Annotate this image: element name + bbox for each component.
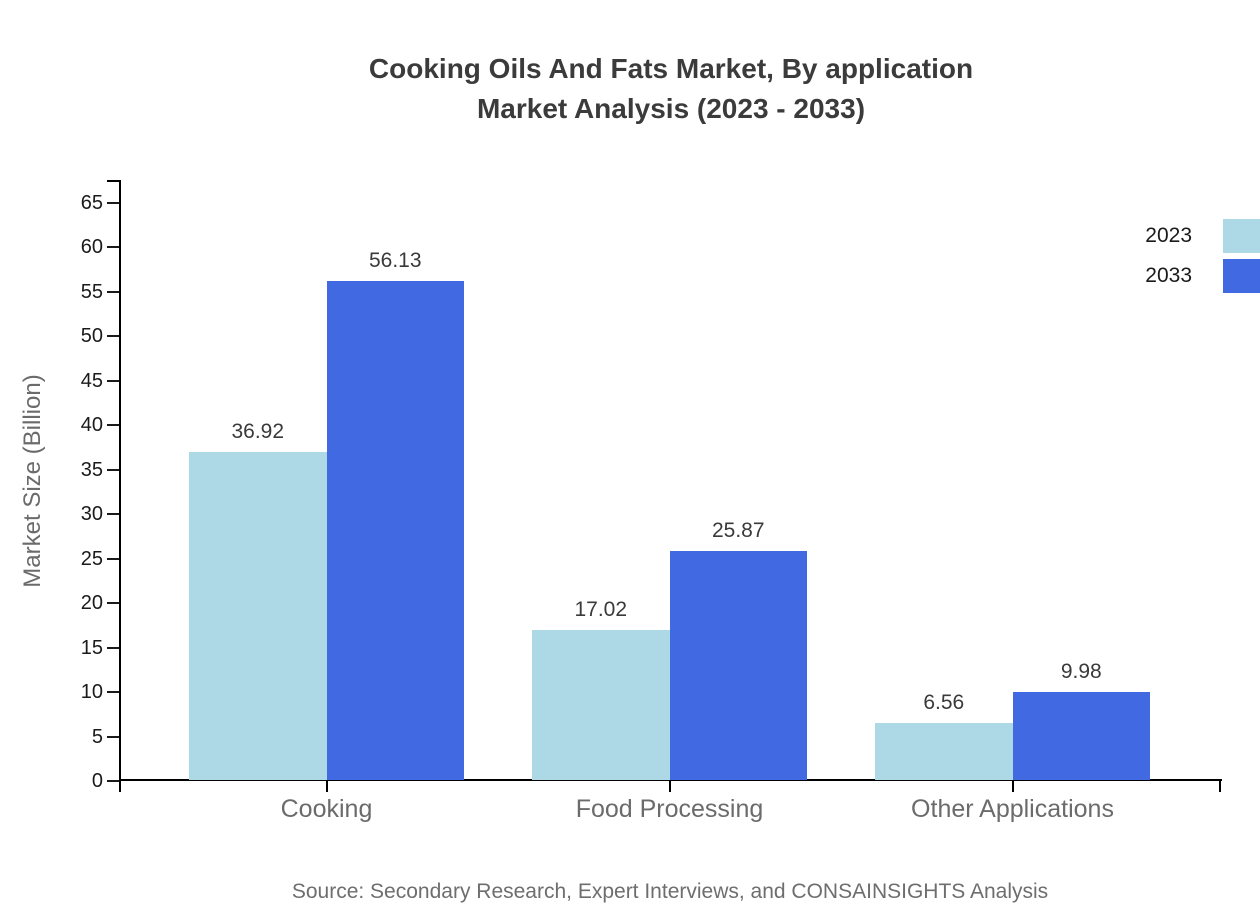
x-tick-cooking	[325, 781, 328, 792]
y-tick-15	[107, 646, 120, 649]
source-note: Source: Secondary Research, Expert Inter…	[291, 880, 1049, 903]
y-tick-65	[107, 201, 120, 204]
y-tick-label-10: 10	[80, 681, 103, 703]
bar-value-2033-other-applications: 9.98	[1060, 660, 1102, 684]
legend-item-2023: 2023	[1145, 219, 1260, 253]
bar-2023-cooking	[189, 452, 327, 780]
y-tick-label-30: 30	[80, 503, 103, 525]
bar-2033-other-applications	[1012, 692, 1150, 780]
y-tick-label-15: 15	[80, 636, 103, 659]
bar-2033-cooking	[326, 281, 464, 780]
y-tick-label-35: 35	[80, 458, 103, 481]
y-tick-label-0: 0	[91, 770, 103, 792]
y-tick-label-65: 65	[80, 191, 103, 214]
x-category-label-cooking: Cooking	[280, 795, 373, 823]
y-tick-30	[107, 513, 120, 515]
y-tick-label-55: 55	[80, 280, 103, 303]
chart-title-line2: Market Analysis (2023 - 2033)	[476, 93, 866, 124]
legend-label-2023: 2023	[1145, 224, 1192, 247]
y-tick-label-45: 45	[80, 369, 103, 392]
legend-label-2033: 2033	[1145, 264, 1192, 287]
bar-value-2033-food-processing: 25.87	[711, 518, 765, 542]
y-tick-50	[107, 335, 120, 337]
bar-value-2023-other-applications: 6.56	[923, 690, 965, 714]
y-tick-10	[107, 691, 120, 693]
x-tick-other-applications	[1011, 781, 1014, 792]
y-tick-5	[107, 735, 120, 738]
bar-2023-other-applications	[875, 722, 1013, 780]
y-tick-label-50: 50	[80, 325, 103, 347]
chart-title: Cooking Oils And Fats Market, By applica…	[369, 49, 973, 129]
y-tick-label-25: 25	[80, 547, 103, 570]
y-axis-title: Market Size (Billion)	[19, 374, 46, 588]
y-tick-60	[107, 246, 120, 248]
x-category-label-other-applications: Other Applications	[911, 795, 1114, 823]
bar-value-2023-food-processing: 17.02	[574, 597, 628, 621]
y-tick-label-60: 60	[80, 236, 103, 258]
y-tick-40	[107, 424, 120, 426]
legend-swatch-2033	[1223, 259, 1260, 293]
bar-2023-food-processing	[532, 629, 670, 780]
y-tick-35	[107, 468, 120, 471]
legend: 2023 2033	[1145, 219, 1260, 299]
x-axis-end-cap	[1219, 779, 1221, 792]
y-axis-line	[119, 180, 121, 792]
bar-value-2023-cooking: 36.92	[231, 420, 285, 444]
bar-2033-food-processing	[669, 550, 807, 780]
x-axis-line	[119, 779, 1222, 781]
x-tick-food-processing	[668, 781, 671, 792]
y-tick-0	[107, 780, 120, 782]
legend-swatch-2023	[1223, 219, 1260, 253]
y-tick-20	[107, 602, 120, 604]
x-category-label-food-processing: Food Processing	[575, 795, 764, 823]
y-tick-45	[107, 379, 120, 382]
y-tick-25	[107, 557, 120, 560]
y-tick-label-40: 40	[80, 414, 103, 436]
y-tick-label-5: 5	[91, 725, 103, 748]
chart-title-line1: Cooking Oils And Fats Market, By applica…	[368, 53, 974, 84]
bar-value-2033-cooking: 56.13	[368, 249, 422, 273]
y-tick-label-20: 20	[80, 592, 103, 614]
y-tick-55	[107, 290, 120, 293]
y-axis-top-cap	[107, 180, 121, 182]
legend-item-2033: 2033	[1145, 259, 1260, 293]
